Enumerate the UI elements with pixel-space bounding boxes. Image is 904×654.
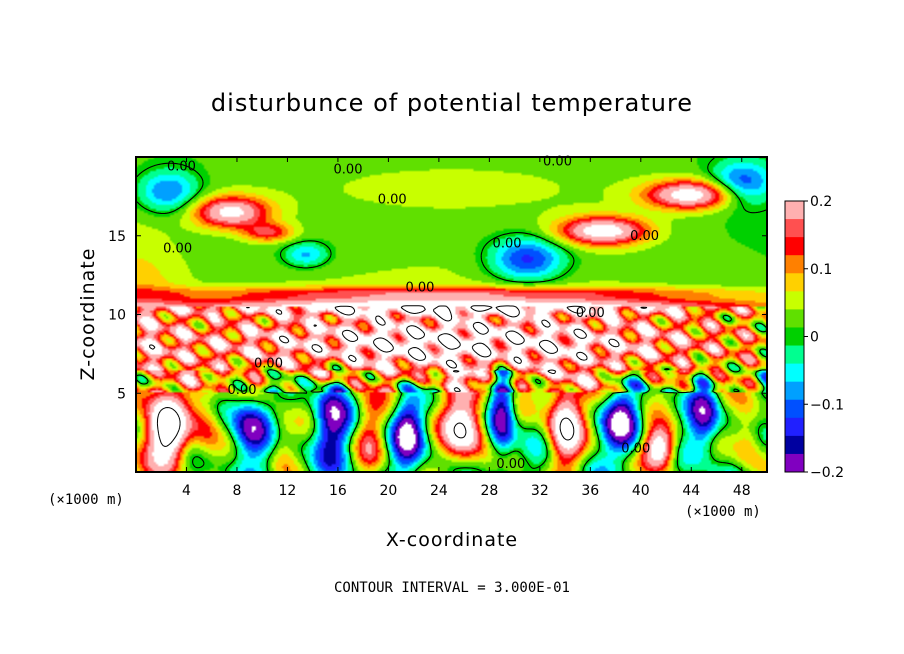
contour-lines bbox=[136, 157, 767, 472]
y-tick-label: 10 bbox=[108, 308, 126, 324]
x-tick-label: 36 bbox=[581, 483, 599, 499]
contour-label: 0.00 bbox=[621, 441, 650, 456]
contour-label: 0.00 bbox=[493, 237, 522, 252]
contour-label: 0.00 bbox=[254, 356, 283, 371]
x-tick-label: 32 bbox=[531, 483, 549, 499]
colorbar-segment bbox=[785, 255, 804, 274]
x-tick-label: 8 bbox=[232, 483, 241, 499]
colorbar-segment bbox=[785, 363, 804, 383]
contour-level bbox=[149, 305, 648, 447]
x-axis-label: X-coordinate bbox=[386, 529, 518, 551]
x-tick-label: 12 bbox=[279, 483, 297, 499]
x-unit-left: (×1000 m) bbox=[48, 492, 124, 508]
contour-label: 0.00 bbox=[405, 281, 434, 296]
colorbar-segment bbox=[785, 417, 804, 437]
colorbar-segment bbox=[785, 399, 804, 419]
x-tick-label: 4 bbox=[182, 483, 191, 499]
x-unit-right: (×1000 m) bbox=[685, 504, 761, 520]
colorbar bbox=[784, 200, 805, 473]
contour-label: 0.00 bbox=[630, 229, 659, 244]
colorbar-segment bbox=[785, 201, 804, 220]
colorbar-segment bbox=[785, 345, 804, 365]
colorbar-segment bbox=[785, 453, 804, 473]
colorbar-tick-label: −0.2 bbox=[810, 465, 844, 481]
y-tick-label: 5 bbox=[117, 386, 126, 402]
contour-label: 0.00 bbox=[496, 457, 525, 472]
colorbar-tick-label: 0.1 bbox=[810, 262, 832, 278]
x-tick-label: 48 bbox=[733, 483, 751, 499]
contour-label: 0.00 bbox=[576, 306, 605, 321]
colorbar-ticks: 0.2 0.1 0 −0.1 −0.2 bbox=[804, 194, 844, 481]
colorbar-segment bbox=[785, 381, 804, 401]
colorbar-segment bbox=[785, 237, 804, 256]
contour-label: 0.00 bbox=[167, 159, 196, 174]
colorbar-segment bbox=[785, 291, 804, 310]
colorbar-segment bbox=[785, 327, 804, 347]
contour-label: 0.00 bbox=[163, 241, 192, 256]
x-tick-label: 24 bbox=[430, 483, 448, 499]
colorbar-tick-label: 0.2 bbox=[810, 194, 832, 210]
x-tick-label: 28 bbox=[480, 483, 498, 499]
y-axis-ticks: 5 10 15 bbox=[108, 229, 767, 402]
contour-label: 0.00 bbox=[543, 155, 572, 170]
contour-label: 0.00 bbox=[334, 163, 363, 178]
contour-label: 0.00 bbox=[378, 193, 407, 208]
chart-title: disturbunce of potential temperature bbox=[211, 89, 693, 117]
colorbar-segment bbox=[785, 435, 804, 455]
colorbar-segment bbox=[785, 219, 804, 238]
x-tick-label: 40 bbox=[632, 483, 650, 499]
x-axis-ticks: 4 8 12 16 20 24 28 32 36 40 44 48 bbox=[182, 157, 751, 499]
colorbar-tick-label: −0.1 bbox=[810, 397, 844, 413]
x-tick-label: 20 bbox=[379, 483, 397, 499]
contour-level bbox=[136, 157, 767, 472]
contour-labels: 0.00 0.00 0.00 0.00 0.00 0.00 0.00 0.00 0.00 0.00… bbox=[163, 155, 659, 472]
y-tick-label: 15 bbox=[108, 229, 126, 245]
colorbar-tick-label: 0 bbox=[810, 330, 819, 346]
colorbar-segment bbox=[785, 273, 804, 292]
contour-label: 0.00 bbox=[228, 383, 257, 398]
y-axis-label: Z-coordinate bbox=[77, 248, 99, 381]
x-tick-label: 44 bbox=[682, 483, 700, 499]
contour-interval-text: CONTOUR INTERVAL = 3.000E-01 bbox=[334, 580, 570, 596]
colorbar-segment bbox=[785, 309, 804, 328]
x-tick-label: 16 bbox=[329, 483, 347, 499]
